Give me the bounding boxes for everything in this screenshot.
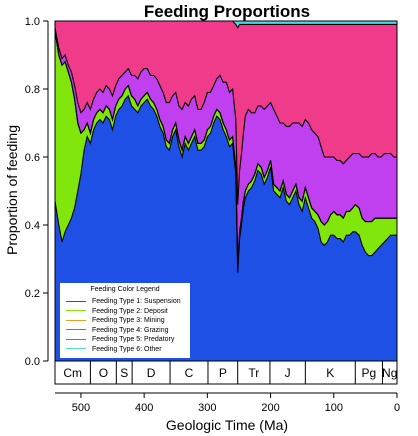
y-tick-label: 0.4 [25, 220, 40, 232]
boundary-feeding-type-1-suspension [54, 94, 397, 273]
series-boundaries [54, 20, 397, 273]
legend-entry: Feeding Type 3: Mining [66, 317, 165, 326]
period-label: C [185, 366, 194, 380]
legend: Feeding Color Legend Feeding Type 1: Sus… [60, 283, 190, 358]
boundary-feeding-type-4-grazing [54, 27, 397, 205]
x-tick-label: 400 [135, 402, 153, 414]
legend-swatch [66, 319, 86, 321]
legend-swatch [66, 338, 86, 340]
y-tick-label: 1.0 [25, 16, 40, 28]
y-tick-label: 0.0 [25, 356, 40, 368]
legend-swatch [66, 310, 86, 312]
y-axis: 0.0 0.2 0.4 0.6 0.8 1.0 [25, 16, 49, 368]
x-axis: 500 400 300 200 100 0 [55, 392, 400, 414]
legend-label: Feeding Type 5: Predatory [92, 336, 175, 343]
legend-label: Feeding Type 2: Deposit [92, 307, 168, 315]
y-tick-label: 0.2 [25, 288, 40, 300]
y-tick-label: 0.8 [25, 84, 40, 96]
legend-entry: Feeding Type 1: Suspension [66, 298, 181, 307]
x-tick-label: 200 [261, 402, 279, 414]
geologic-period-bar: Cm O S D C P Tr J K Pg Ng [54, 360, 398, 385]
x-axis-label: Geologic Time (Ma) [166, 417, 288, 433]
area-feeding-type-2-deposit [55, 31, 397, 273]
boundary-feeding-type-3-mining [54, 31, 397, 266]
legend-entry: Feeding Type 4: Grazing [66, 327, 169, 336]
period-label: K [326, 366, 334, 380]
y-tick-label: 0.6 [25, 152, 40, 164]
chart-title: Feeding Proportions [144, 2, 310, 21]
y-axis-label: Proportion of feeding [4, 125, 20, 255]
legend-swatch [66, 348, 86, 350]
legend-label: Feeding Type 1: Suspension [92, 298, 181, 305]
period-label: D [147, 366, 156, 380]
area-feeding-type-5-predatory [55, 21, 397, 205]
area-feeding-type-6-other [55, 21, 397, 28]
legend-swatch [66, 300, 86, 302]
x-tick-label: 0 [394, 402, 400, 414]
legend-label: Feeding Type 4: Grazing [92, 326, 169, 334]
legend-entry: Feeding Type 6: Other [66, 346, 162, 355]
legend-label: Feeding Type 3: Mining [92, 317, 165, 324]
period-label: J [285, 366, 291, 380]
period-label: Tr [248, 366, 259, 380]
period-label: Pg [362, 366, 377, 380]
legend-entry: Feeding Type 5: Predatory [66, 336, 174, 345]
period-label: Ng [382, 366, 397, 380]
x-tick-label: 100 [325, 402, 343, 414]
period-label: P [219, 366, 227, 380]
x-tick-label: 500 [72, 402, 90, 414]
x-tick-label: 300 [198, 402, 216, 414]
legend-title: Feeding Color Legend [90, 286, 160, 293]
legend-label: Feeding Type 6: Other [92, 345, 162, 353]
legend-swatch [66, 329, 86, 331]
period-label: S [120, 366, 128, 380]
period-label: O [99, 366, 108, 380]
legend-entry: Feeding Type 2: Deposit [66, 308, 168, 317]
period-bar-frame [54, 360, 398, 385]
period-label: Cm [63, 366, 82, 380]
